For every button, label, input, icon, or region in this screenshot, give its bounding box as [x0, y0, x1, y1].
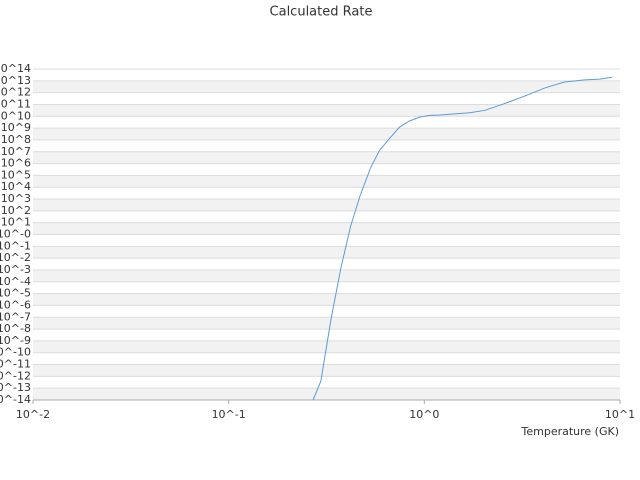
- y-tick-label: 10^13: [0, 74, 31, 87]
- grid-band: [33, 293, 620, 306]
- y-tick-label: 10^-14: [0, 393, 31, 406]
- grid-band: [33, 151, 620, 164]
- y-tick-label: 10^11: [0, 97, 31, 110]
- grid-band: [33, 199, 620, 211]
- grid-band: [33, 317, 620, 330]
- y-tick-label: 10^-0: [0, 228, 31, 241]
- y-tick-label: 10^2: [1, 204, 31, 217]
- y-tick-label: 10^-9: [0, 334, 31, 347]
- grid-band: [33, 222, 620, 235]
- y-tick-label: 10^10: [0, 109, 31, 122]
- y-tick-label: 10^-8: [0, 322, 31, 335]
- y-tick-label: 10^-4: [0, 275, 31, 288]
- y-tick-label: 10^7: [1, 145, 31, 158]
- grid-band: [33, 80, 620, 93]
- chart-title: Calculated Rate: [270, 5, 373, 20]
- y-tick-label: 10^1: [1, 216, 31, 229]
- y-tick-label: 10^4: [1, 180, 31, 193]
- grid-band: [33, 175, 620, 188]
- y-tick-label: 10^12: [0, 86, 31, 99]
- y-tick-label: 10^5: [1, 168, 31, 181]
- y-tick-label: 10^14: [0, 62, 31, 75]
- y-tick-label: 10^9: [1, 121, 31, 134]
- y-tick-label: 10^3: [1, 192, 31, 205]
- grid-band: [33, 104, 620, 117]
- grid-band: [33, 364, 620, 377]
- y-tick-label: 10^-11: [0, 358, 31, 371]
- y-tick-label: 10^6: [1, 157, 31, 170]
- x-tick-label: 10^0: [409, 408, 439, 421]
- y-tick-label: 10^-3: [0, 263, 31, 276]
- y-tick-label: 10^-10: [0, 346, 31, 359]
- y-tick-label: 10^-13: [0, 381, 31, 394]
- y-tick-label: 10^-2: [0, 251, 31, 264]
- y-tick-label: 10^-7: [0, 310, 31, 323]
- y-tick-label: 10^-5: [0, 287, 31, 300]
- y-tick-label: 10^-12: [0, 369, 31, 382]
- grid-band: [33, 269, 620, 282]
- x-tick-label: 10^-2: [16, 408, 50, 421]
- grid-band: [33, 388, 620, 400]
- series-line: [312, 76, 613, 400]
- x-tick-label: 10^1: [605, 408, 635, 421]
- grid-band: [33, 246, 620, 259]
- y-tick-label: 10^-1: [0, 239, 31, 252]
- x-axis-label: Temperature (GK): [521, 425, 620, 438]
- y-tick-label: 10^-6: [0, 298, 31, 311]
- y-tick-label: 10^8: [1, 133, 31, 146]
- grid-band: [33, 128, 620, 140]
- x-tick-label: 10^-1: [212, 408, 246, 421]
